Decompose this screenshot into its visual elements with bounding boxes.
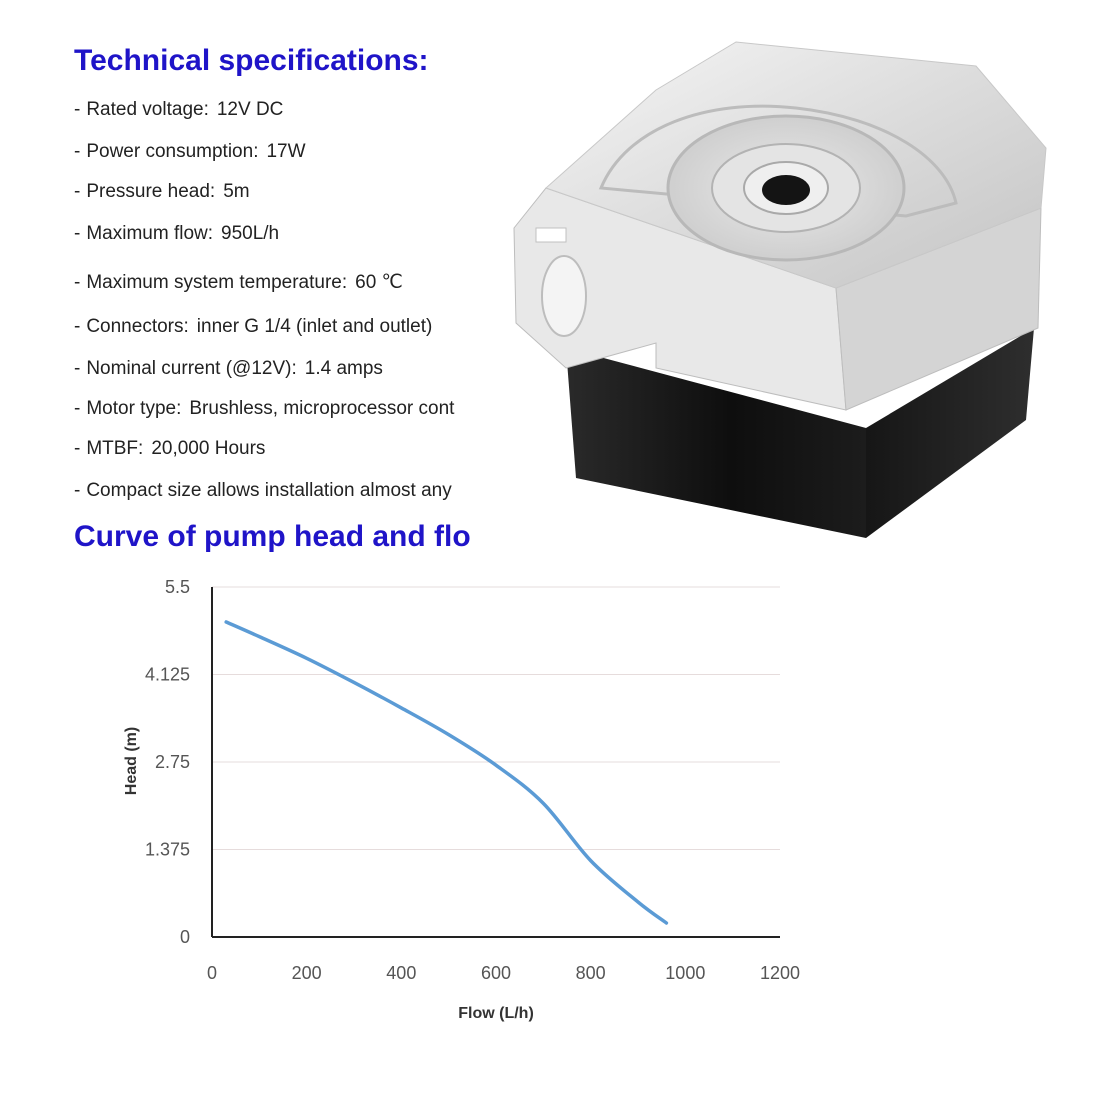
spec-item: - MTBF: 20,000 Hours bbox=[74, 438, 266, 459]
spec-label: Compact size allows installation almost … bbox=[86, 480, 452, 501]
spec-label: MTBF: bbox=[86, 438, 144, 459]
spec-label: Motor type: bbox=[86, 398, 182, 419]
specs-title: Technical specifications: bbox=[74, 44, 429, 77]
x-axis-title: Flow (L/h) bbox=[458, 1005, 534, 1022]
y-tick-label: 0 bbox=[180, 927, 190, 947]
y-tick-label: 2.75 bbox=[155, 752, 190, 772]
spec-label: Nominal current (@12V): bbox=[86, 358, 297, 379]
tick-labels: 0 1.375 2.75 4.125 5.5 0 200 400 600 800 1000 1200 bbox=[145, 577, 800, 983]
spec-label: Pressure head: bbox=[86, 181, 216, 202]
x-tick-label: 400 bbox=[386, 963, 416, 983]
y-axis-title: Head (m) bbox=[123, 727, 140, 795]
spec-item: - Maximum flow: 950L/h bbox=[74, 223, 280, 244]
spec-list: - Rated voltage: 12V DC - Power consumption… bbox=[74, 0, 490, 520]
x-tick-label: 0 bbox=[207, 963, 217, 983]
spec-value: 60 ℃ bbox=[355, 272, 403, 293]
spec-item: - Nominal current (@12V): 1.4 amps bbox=[74, 358, 383, 379]
y-tick-label: 1.375 bbox=[145, 840, 190, 860]
spec-item: - Compact size allows installation almost… bbox=[74, 480, 452, 501]
spec-value: 1.4 amps bbox=[304, 358, 383, 379]
grid-layer bbox=[212, 586, 780, 850]
x-tick-label: 200 bbox=[292, 963, 322, 983]
spec-value: 5m bbox=[223, 181, 250, 202]
spec-item: - Motor type: Brushless, microprocessor co… bbox=[74, 398, 455, 419]
x-tick-label: 1200 bbox=[760, 963, 800, 983]
pump-product-image bbox=[513, 41, 1047, 538]
x-tick-label: 800 bbox=[576, 963, 606, 983]
spec-item: - Pressure head: 5m bbox=[74, 181, 250, 202]
spec-item: - Rated voltage: 12V DC bbox=[74, 99, 284, 120]
spec-value: 17W bbox=[266, 141, 306, 162]
spec-value: 12V DC bbox=[216, 99, 284, 120]
x-tick-label: 600 bbox=[481, 963, 511, 983]
spec-value: inner G 1/4 (inlet and outlet) bbox=[196, 316, 433, 337]
spec-value: Brushless, microprocessor cont bbox=[189, 398, 455, 419]
y-tick-label: 4.125 bbox=[145, 665, 190, 685]
y-tick-label: 5.5 bbox=[165, 577, 190, 597]
spec-label: Rated voltage: bbox=[86, 99, 209, 120]
spec-label: Maximum flow: bbox=[86, 223, 214, 244]
x-tick-label: 1000 bbox=[665, 963, 705, 983]
spec-value: 20,000 Hours bbox=[151, 438, 266, 459]
spec-item: - Power consumption: 17W bbox=[74, 141, 306, 162]
spec-label: Connectors: bbox=[86, 316, 189, 337]
spec-item: - Connectors: inner G 1/4 (inlet and outle… bbox=[74, 316, 433, 337]
spec-label: Power consumption: bbox=[86, 141, 259, 162]
spec-label: Maximum system temperature: bbox=[86, 272, 348, 293]
spec-item: - Maximum system temperature: 60 ℃ bbox=[74, 272, 403, 293]
head-flow-line bbox=[224, 620, 669, 925]
spec-value: 950L/h bbox=[221, 223, 280, 244]
curve-title: Curve of pump head and flo bbox=[74, 520, 471, 553]
